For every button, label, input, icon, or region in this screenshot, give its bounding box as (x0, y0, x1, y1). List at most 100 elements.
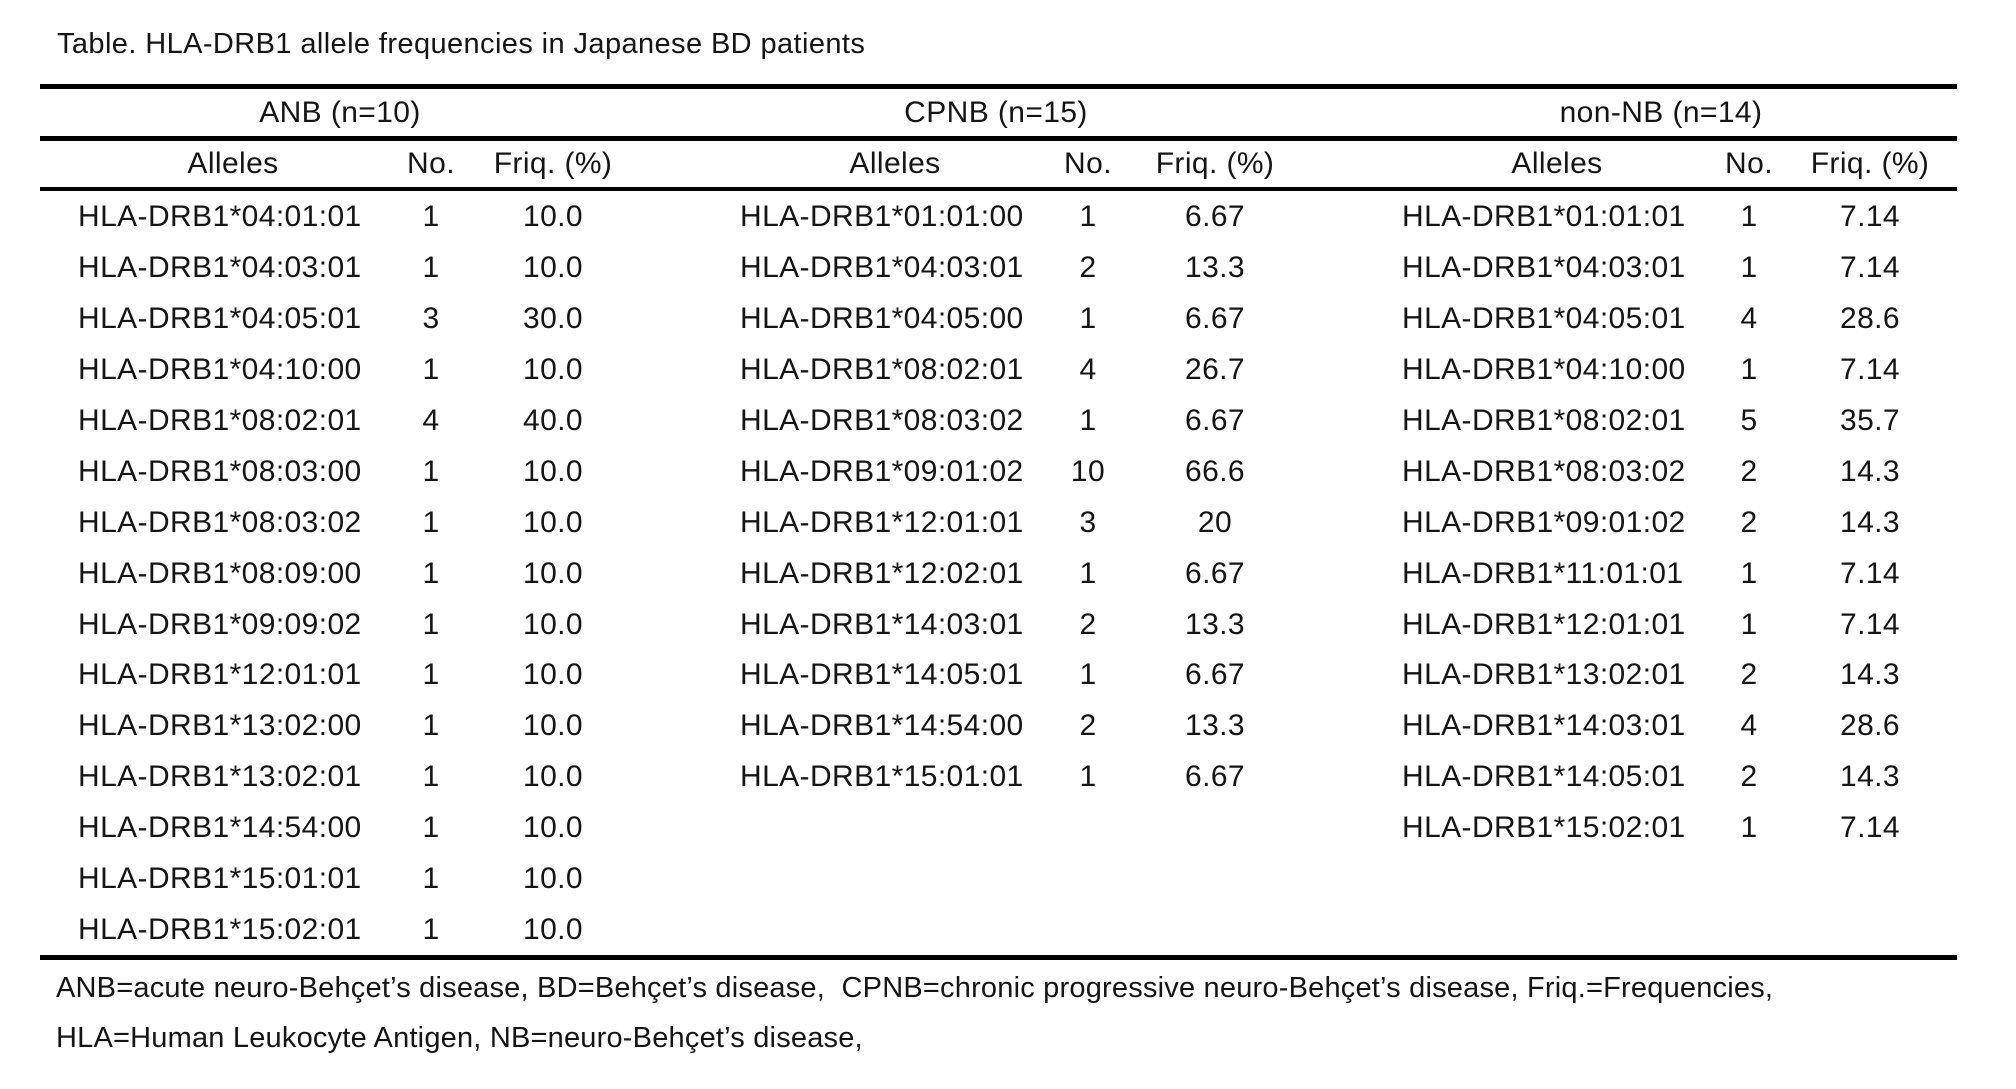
friq-cell: 13.3 (1185, 709, 1245, 743)
table-rule-under-group-headers (40, 136, 1957, 141)
no-cell: 1 (1740, 811, 1758, 845)
allele-cell: HLA-DRB1*12:01:01 (740, 505, 1024, 539)
allele-cell: HLA-DRB1*08:02:01 (78, 404, 362, 437)
no-cell: 2 (1079, 251, 1097, 285)
table-row: HLA-DRB1*14:03:01 4 28.6 (1365, 701, 1954, 752)
friq-cell: 30.0 (523, 302, 583, 336)
no-cell: 1 (422, 607, 440, 641)
table-row: HLA-DRB1*14:54:00 2 13.3 (700, 701, 1304, 752)
no-cell: 4 (422, 404, 440, 437)
no-cell: 1 (1079, 404, 1097, 437)
no-cell: 1 (1079, 200, 1097, 234)
no-cell: 1 (422, 556, 440, 590)
no-cell: 2 (1740, 760, 1758, 794)
friq-cell: 26.7 (1185, 353, 1245, 387)
table-row: HLA-DRB1*08:02:01 4 26.7 (700, 345, 1304, 396)
friq-cell: 14.3 (1840, 454, 1900, 488)
no-cell: 2 (1740, 658, 1758, 692)
no-cell: 2 (1079, 709, 1097, 743)
table-title: Table. HLA-DRB1 allele frequencies in Ja… (57, 28, 866, 60)
column-header-alleles: Alleles (1511, 147, 1603, 180)
table-row: HLA-DRB1*09:09:02 1 10.0 (40, 599, 632, 650)
friq-cell: 6.67 (1185, 760, 1245, 794)
no-cell: 4 (1740, 709, 1758, 743)
data-rows-non-nb: HLA-DRB1*01:01:01 1 7.14 HLA-DRB1*04:03:01 1… (1365, 192, 1954, 854)
no-cell: 1 (422, 912, 440, 946)
allele-cell: HLA-DRB1*13:02:00 (78, 709, 362, 743)
no-cell: 1 (422, 200, 440, 234)
allele-cell: HLA-DRB1*13:02:01 (1402, 658, 1686, 692)
table-rule-under-column-headers (40, 187, 1957, 191)
friq-cell: 20 (1197, 505, 1233, 539)
no-cell: 3 (422, 302, 440, 336)
friq-cell: 13.3 (1185, 607, 1245, 641)
friq-cell: 28.6 (1840, 709, 1900, 743)
table-row: HLA-DRB1*11:01:01 1 7.14 (1365, 548, 1954, 599)
friq-cell: 10.0 (523, 251, 583, 285)
allele-cell: HLA-DRB1*11:01:01 (1402, 556, 1684, 590)
table-row: HLA-DRB1*15:01:01 1 10.0 (40, 854, 632, 905)
allele-cell: HLA-DRB1*12:01:01 (1402, 607, 1686, 641)
friq-cell: 28.6 (1840, 302, 1900, 336)
no-cell: 1 (1079, 302, 1097, 336)
friq-cell: 10.0 (523, 862, 583, 896)
table-row: HLA-DRB1*08:03:02 1 10.0 (40, 497, 632, 548)
table-row: HLA-DRB1*01:01:01 1 7.14 (1365, 192, 1954, 243)
table-row: HLA-DRB1*08:03:00 1 10.0 (40, 446, 632, 497)
friq-cell: 10.0 (523, 454, 583, 488)
friq-cell: 10.0 (523, 607, 583, 641)
table-row: HLA-DRB1*08:03:02 2 14.3 (1365, 446, 1954, 497)
friq-cell: 6.67 (1185, 200, 1245, 234)
no-cell: 1 (1740, 556, 1758, 590)
allele-cell: HLA-DRB1*01:01:01 (1402, 200, 1686, 234)
friq-cell: 6.67 (1185, 302, 1245, 336)
table-row: HLA-DRB1*14:05:01 1 6.67 (700, 650, 1304, 701)
column-header-friq: Friq. (%) (493, 147, 613, 180)
friq-cell: 35.7 (1840, 404, 1900, 437)
allele-cell: HLA-DRB1*04:01:01 (78, 200, 362, 234)
allele-cell: HLA-DRB1*14:54:00 (740, 709, 1024, 743)
friq-cell: 10.0 (523, 505, 583, 539)
table-row: HLA-DRB1*14:03:01 2 13.3 (700, 599, 1304, 650)
table-row: HLA-DRB1*12:01:01 1 7.14 (1365, 599, 1954, 650)
friq-cell: 10.0 (523, 658, 583, 692)
table-row: HLA-DRB1*15:02:01 1 10.0 (40, 904, 632, 955)
allele-cell: HLA-DRB1*08:03:00 (78, 454, 362, 488)
table-row: HLA-DRB1*08:02:01 5 35.7 (1365, 396, 1954, 447)
no-cell: 1 (1740, 251, 1758, 285)
allele-cell: HLA-DRB1*14:05:01 (740, 658, 1024, 692)
column-headers-anb: Alleles No. Friq. (%) (40, 141, 632, 187)
friq-cell: 10.0 (523, 811, 583, 845)
no-cell: 4 (1740, 302, 1758, 336)
friq-cell: 7.14 (1840, 607, 1900, 641)
allele-cell: HLA-DRB1*14:05:01 (1402, 760, 1686, 794)
friq-cell: 7.14 (1840, 556, 1900, 590)
table-rule-top (40, 84, 1957, 89)
table-row: HLA-DRB1*04:05:01 4 28.6 (1365, 294, 1954, 345)
no-cell: 1 (422, 760, 440, 794)
no-cell: 3 (1079, 505, 1097, 539)
table-row: HLA-DRB1*08:03:02 1 6.67 (700, 396, 1304, 447)
friq-cell: 14.3 (1840, 505, 1900, 539)
allele-cell: HLA-DRB1*14:03:01 (740, 607, 1024, 641)
no-cell: 1 (1740, 607, 1758, 641)
allele-cell: HLA-DRB1*08:09:00 (78, 556, 362, 590)
no-cell: 1 (422, 505, 440, 539)
allele-cell: HLA-DRB1*04:10:00 (78, 353, 362, 387)
allele-cell: HLA-DRB1*04:05:01 (1402, 302, 1686, 336)
friq-cell: 14.3 (1840, 658, 1900, 692)
allele-cell: HLA-DRB1*13:02:01 (78, 760, 362, 794)
allele-cell: HLA-DRB1*15:01:01 (740, 760, 1024, 794)
allele-cell: HLA-DRB1*09:09:02 (78, 607, 362, 641)
table-row: HLA-DRB1*13:02:01 1 10.0 (40, 752, 632, 803)
no-cell: 1 (1079, 760, 1097, 794)
table-row: HLA-DRB1*15:01:01 1 6.67 (700, 752, 1304, 803)
table-row: HLA-DRB1*09:01:02 2 14.3 (1365, 497, 1954, 548)
friq-cell: 6.67 (1185, 556, 1245, 590)
allele-cell: HLA-DRB1*08:03:02 (1402, 454, 1686, 488)
friq-cell: 10.0 (523, 353, 583, 387)
allele-cell: HLA-DRB1*04:05:00 (740, 302, 1024, 336)
footnote-line-2: HLA=Human Leukocyte Antigen, NB=neuro-Be… (56, 1022, 863, 1054)
group-header-non-nb: non-NB (n=14) (1559, 96, 1763, 129)
